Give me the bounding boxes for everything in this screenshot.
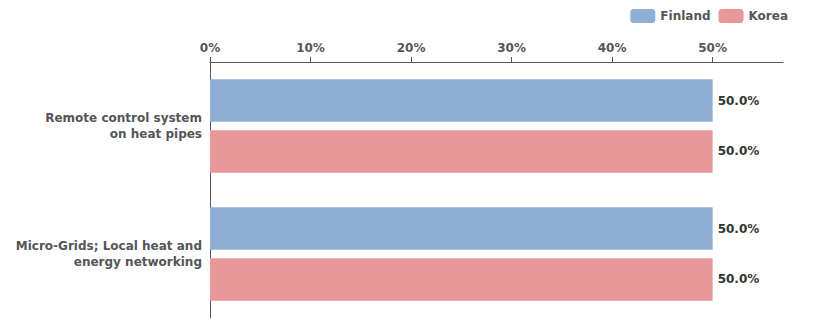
svg-text:energy networking: energy networking	[74, 255, 202, 269]
svg-text:50.0%: 50.0%	[718, 222, 760, 236]
svg-text:0%: 0%	[200, 41, 220, 55]
svg-text:on heat pipes: on heat pipes	[110, 127, 202, 141]
svg-text:30%: 30%	[497, 41, 526, 55]
svg-text:50.0%: 50.0%	[718, 144, 760, 158]
svg-text:Korea: Korea	[749, 9, 789, 23]
svg-text:20%: 20%	[397, 41, 426, 55]
svg-text:Remote control system: Remote control system	[45, 111, 202, 125]
svg-text:50.0%: 50.0%	[718, 94, 760, 108]
svg-text:Finland: Finland	[660, 9, 710, 23]
svg-text:10%: 10%	[296, 41, 325, 55]
svg-text:50.0%: 50.0%	[718, 272, 760, 286]
svg-text:50%: 50%	[698, 41, 727, 55]
svg-text:Micro-Grids; Local heat and: Micro-Grids; Local heat and	[16, 239, 202, 253]
svg-text:40%: 40%	[598, 41, 627, 55]
